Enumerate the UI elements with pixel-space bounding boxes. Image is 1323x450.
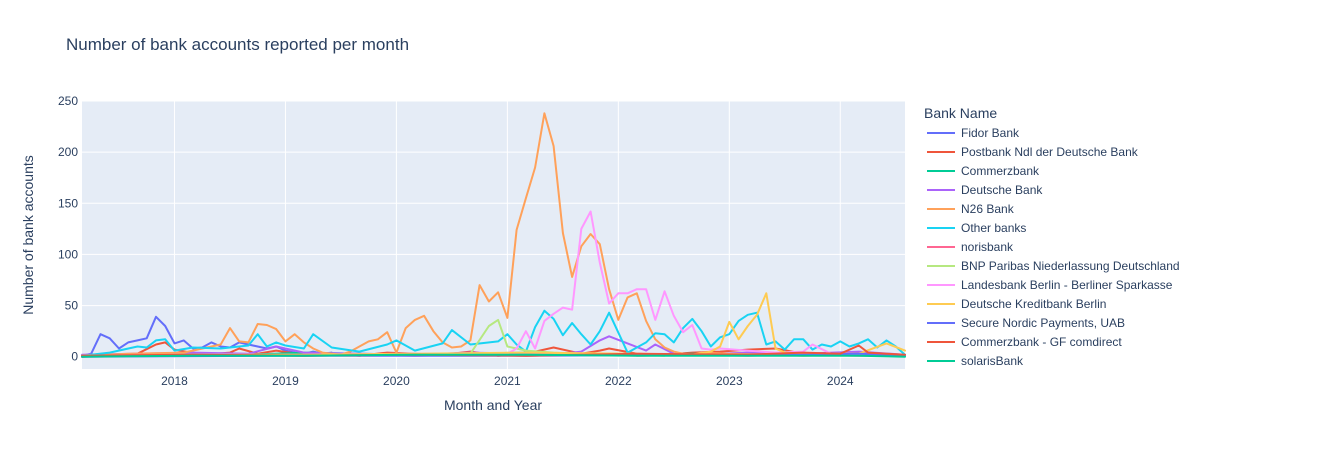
x-tick-label: 2018 — [161, 374, 188, 388]
x-tick-label: 2019 — [272, 374, 299, 388]
legend-label: Landesbank Berlin - Berliner Sparkasse — [961, 278, 1173, 292]
legend-label: solarisBank — [961, 354, 1024, 368]
y-tick-label: 50 — [65, 299, 79, 313]
grid-layer — [82, 100, 905, 369]
legend-label: Postbank Ndl der Deutsche Bank — [961, 145, 1139, 159]
series-line-other-banks — [81, 309, 906, 357]
legend-label: Deutsche Bank — [961, 183, 1043, 197]
legend-item-norisbank[interactable]: norisbank — [927, 240, 1014, 254]
y-tick-label: 0 — [71, 350, 78, 364]
plot-background — [82, 101, 905, 369]
legend-label: N26 Bank — [961, 202, 1015, 216]
legend-label: Deutsche Kreditbank Berlin — [961, 297, 1106, 311]
legend-item-fidor-bank[interactable]: Fidor Bank — [927, 126, 1020, 140]
y-tick-label: 150 — [58, 196, 78, 210]
legend-item-commerzbank[interactable]: Commerzbank — [927, 164, 1040, 178]
legend: Fidor Bank Postbank Ndl der Deutsche Bank… — [927, 126, 1180, 368]
x-tick-label: 2024 — [827, 374, 854, 388]
chart-title: Number of bank accounts reported per mon… — [66, 35, 409, 54]
legend-item-secure-nordic-payments-uab[interactable]: Secure Nordic Payments, UAB — [927, 316, 1125, 330]
legend-label: Commerzbank — [961, 164, 1040, 178]
x-axis-title: Month and Year — [444, 397, 542, 413]
y-tick-label: 200 — [58, 145, 78, 159]
legend-item-solarisbank[interactable]: solarisBank — [927, 354, 1024, 368]
legend-label: Fidor Bank — [961, 126, 1020, 140]
series-line-landesbank-berlin-berliner-sparkasse — [81, 210, 906, 357]
x-tick-label: 2021 — [494, 374, 521, 388]
legend-item-n26-bank[interactable]: N26 Bank — [927, 202, 1015, 216]
y-tick-label: 100 — [58, 247, 78, 261]
legend-label: BNP Paribas Niederlassung Deutschland — [961, 259, 1180, 273]
legend-title: Bank Name — [924, 105, 997, 121]
legend-item-deutsche-bank[interactable]: Deutsche Bank — [927, 183, 1043, 197]
y-tick-label: 250 — [58, 94, 78, 108]
legend-label: Secure Nordic Payments, UAB — [961, 316, 1125, 330]
x-tick-label: 2022 — [605, 374, 632, 388]
legend-item-bnp-paribas-niederlassung-deutschland[interactable]: BNP Paribas Niederlassung Deutschland — [927, 259, 1180, 273]
tick-labels: 0 50 100 150 200 250 2018 2019 2020 2021 2022 2023 2… — [58, 94, 854, 388]
legend-item-landesbank-berlin-berliner-sparkasse[interactable]: Landesbank Berlin - Berliner Sparkasse — [927, 278, 1173, 292]
legend-label: Commerzbank - GF comdirect — [961, 335, 1122, 349]
x-tick-label: 2023 — [716, 374, 743, 388]
legend-label: Other banks — [961, 221, 1026, 235]
series-layer — [81, 112, 906, 358]
legend-item-other-banks[interactable]: Other banks — [927, 221, 1026, 235]
x-tick-label: 2020 — [383, 374, 410, 388]
y-axis-title: Number of bank accounts — [20, 155, 36, 315]
series-line-solarisbank — [81, 353, 906, 358]
series-line-n26-bank — [81, 112, 906, 357]
legend-item-commerzbank-gf-comdirect[interactable]: Commerzbank - GF comdirect — [927, 335, 1122, 349]
legend-label: norisbank — [961, 240, 1014, 254]
legend-item-postbank-ndl-der-deutsche-bank[interactable]: Postbank Ndl der Deutsche Bank — [927, 145, 1139, 159]
legend-item-deutsche-kreditbank-berlin[interactable]: Deutsche Kreditbank Berlin — [927, 297, 1106, 311]
series-line-fidor-bank — [81, 315, 333, 357]
